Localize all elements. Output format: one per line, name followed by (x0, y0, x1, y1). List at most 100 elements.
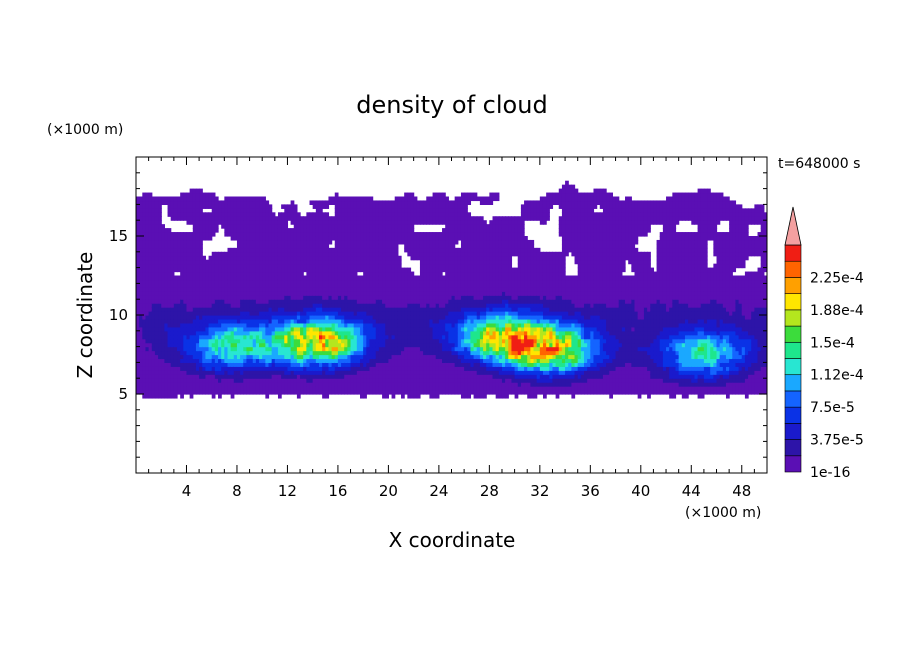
density-cell (136, 370, 140, 375)
density-cell (382, 236, 386, 241)
density-cell (227, 247, 232, 253)
density-cell (388, 346, 393, 352)
density-cell (404, 228, 408, 233)
density-cell (341, 232, 345, 237)
density-cell (218, 220, 222, 225)
density-cell (312, 326, 317, 332)
density-cell (281, 307, 285, 312)
density-cell (369, 362, 374, 367)
density-cell (230, 315, 235, 320)
density-cell (173, 232, 178, 237)
density-cell (139, 307, 143, 312)
density-cell (205, 315, 210, 320)
density-cell (290, 236, 295, 241)
density-cell (274, 378, 279, 383)
density-cell (139, 386, 143, 391)
density-cell (164, 338, 169, 344)
density-cell (151, 386, 156, 391)
density-cell (265, 382, 270, 387)
density-cell (227, 386, 232, 391)
density-cell (385, 208, 389, 213)
density-cell (372, 299, 377, 304)
density-cell (240, 247, 244, 253)
density-cell (221, 330, 225, 336)
density-cell (369, 386, 374, 391)
density-cell (274, 382, 279, 387)
density-cell (259, 386, 263, 391)
density-cell (243, 350, 248, 356)
density-cell (151, 200, 156, 205)
density-cell (350, 322, 355, 328)
density-cell (448, 307, 453, 312)
density-cell (435, 315, 440, 320)
density-cell (180, 350, 184, 356)
density-cell (177, 251, 181, 257)
density-cell (325, 291, 330, 296)
density-cell (442, 362, 446, 367)
density-cell (344, 224, 348, 229)
density-cell (350, 374, 355, 379)
density-cell (350, 338, 355, 344)
density-cell (170, 315, 175, 320)
density-cell (173, 251, 178, 257)
density-cell (325, 390, 330, 395)
density-cell (151, 318, 156, 324)
density-cell (262, 346, 266, 352)
density-cell (268, 263, 273, 269)
density-cell (344, 263, 348, 269)
density-cell (416, 342, 421, 348)
density-cell (154, 342, 159, 348)
density-cell (170, 311, 175, 316)
density-cell (177, 239, 181, 245)
density-cell (312, 251, 317, 257)
density-cell (344, 275, 348, 281)
density-cell (161, 370, 165, 375)
density-cell (315, 362, 320, 367)
density-cell (233, 251, 238, 257)
density-cell (180, 239, 184, 245)
density-cell (233, 295, 238, 300)
density-cell (227, 307, 232, 312)
density-cell (195, 279, 200, 284)
density-cell (401, 216, 405, 221)
density-cell (240, 386, 244, 391)
density-cell (183, 366, 188, 371)
density-cell (218, 212, 222, 217)
density-cell (287, 255, 292, 261)
density-cell (378, 350, 383, 356)
density-cell (369, 291, 374, 296)
density-cell (435, 322, 440, 328)
density-cell (423, 326, 427, 332)
density-cell (419, 220, 424, 225)
density-cell (416, 354, 421, 360)
density-cell (148, 232, 153, 237)
density-cell (202, 228, 207, 233)
density-cell (382, 275, 386, 281)
density-cell (341, 204, 345, 209)
density-cell (378, 354, 383, 360)
density-cell (410, 370, 415, 375)
density-cell (268, 390, 273, 395)
density-cell (281, 370, 285, 375)
density-cell (328, 346, 333, 352)
density-cell (211, 334, 216, 340)
density-cell (388, 334, 393, 340)
density-cell (322, 279, 326, 284)
density-cell (224, 358, 229, 363)
density-cell (300, 366, 304, 371)
density-cell (325, 370, 330, 375)
density-cell (363, 200, 367, 205)
density-cell (360, 386, 364, 391)
density-cell (227, 267, 232, 273)
density-cell (202, 216, 207, 221)
density-cell (186, 354, 191, 360)
density-cell (457, 291, 462, 296)
density-cell (407, 271, 412, 277)
density-cell (148, 275, 153, 281)
density-cell (318, 224, 323, 229)
density-cell (183, 330, 188, 336)
density-cell (274, 243, 279, 249)
density-cell (356, 283, 361, 288)
density-cell (265, 291, 270, 296)
density-cell (426, 251, 431, 257)
